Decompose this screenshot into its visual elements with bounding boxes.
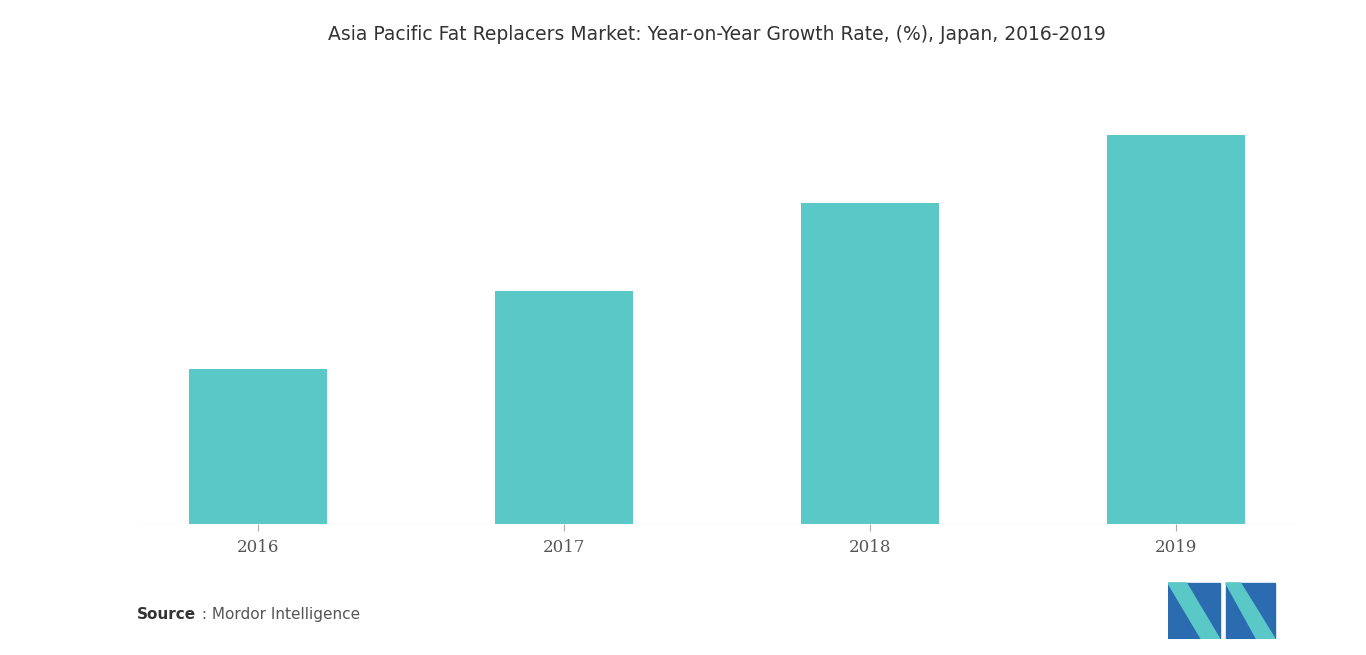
Bar [190,369,326,524]
Polygon shape [1225,583,1274,639]
Polygon shape [1168,583,1220,639]
Text: : Mordor Intelligence: : Mordor Intelligence [197,607,359,622]
Bar [496,291,632,524]
Text: Source: Source [137,607,195,622]
Title: Asia Pacific Fat Replacers Market: Year-on-Year Growth Rate, (%), Japan, 2016-20: Asia Pacific Fat Replacers Market: Year-… [328,26,1106,45]
Polygon shape [1168,583,1220,639]
Polygon shape [1225,583,1274,639]
Bar [802,203,938,524]
Bar [1108,136,1244,524]
